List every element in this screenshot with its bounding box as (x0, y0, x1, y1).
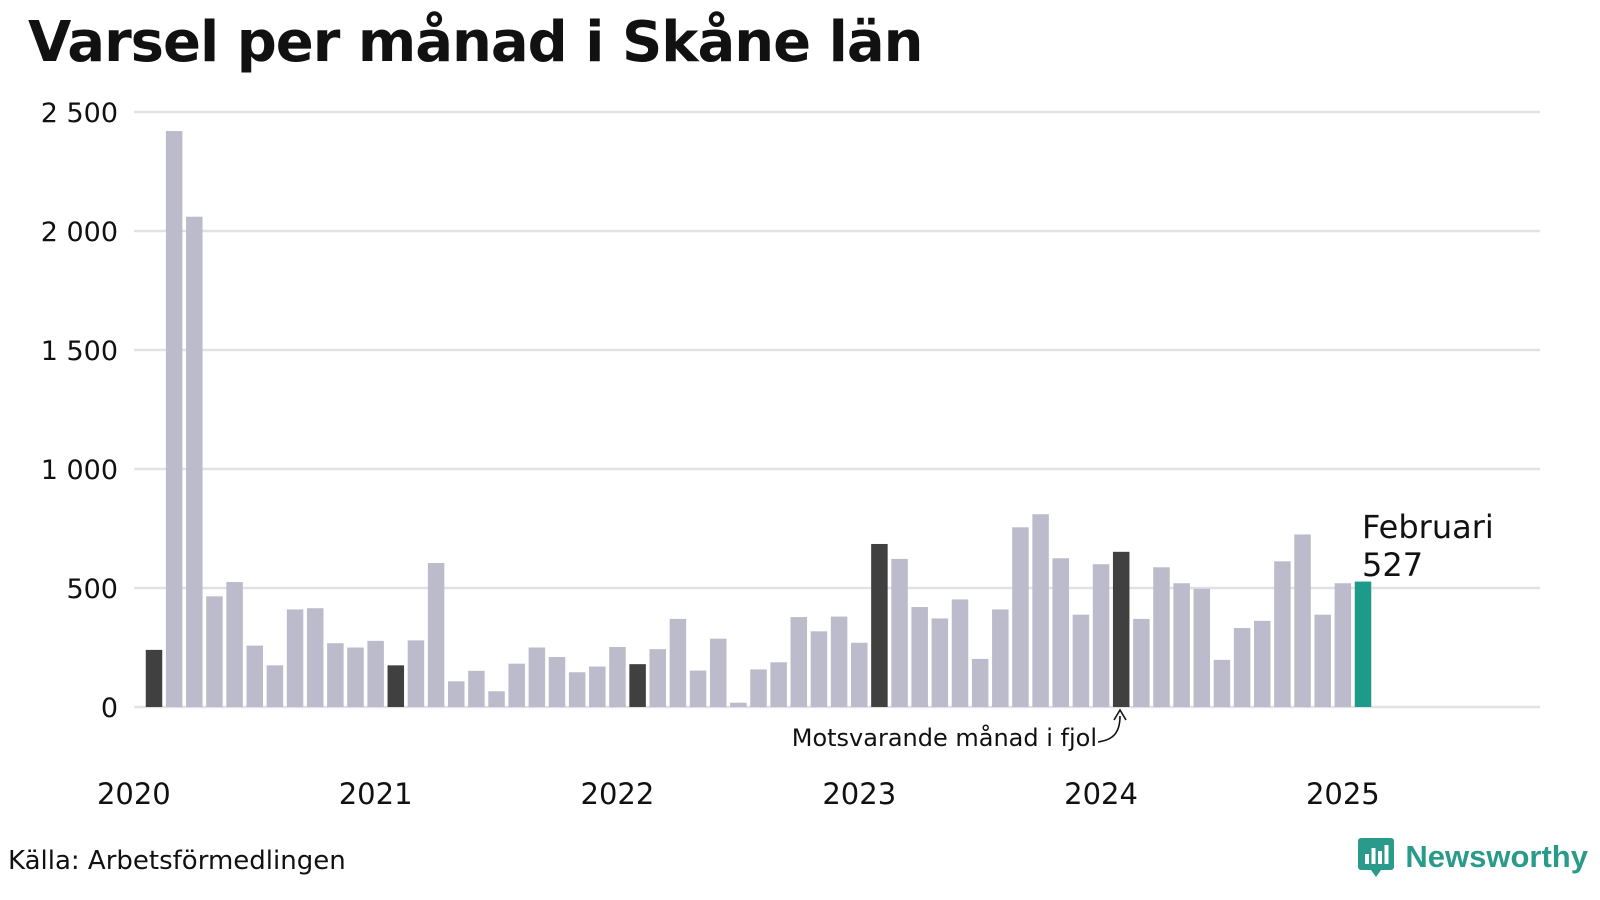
y-tick-label: 2 000 (41, 217, 118, 248)
bar-2020-07 (246, 645, 263, 707)
x-tick-label: 2022 (581, 777, 655, 811)
bar-2024-06 (1193, 588, 1211, 707)
bar-2023-10 (1032, 514, 1049, 707)
same-month-annotation-text: Motsvarande månad i fjol (792, 723, 1097, 752)
bar-2023-02 (871, 543, 888, 707)
bar-2020-09 (286, 609, 304, 707)
newsworthy-logo-icon (1358, 838, 1395, 877)
bar-2024-07 (1213, 659, 1231, 707)
bars (145, 131, 1372, 708)
bar-2023-11 (1052, 558, 1069, 707)
bar-2022-07 (730, 702, 747, 707)
bar-2021-06 (468, 670, 485, 707)
bar-2021-10 (548, 657, 566, 707)
y-tick-label: 0 (101, 693, 118, 724)
bar-2020-06 (226, 582, 243, 707)
bar-2020-10 (306, 608, 324, 707)
bar-2025-02 (1354, 581, 1372, 707)
bar-2023-07 (971, 658, 989, 707)
annotation-arrow (1097, 715, 1121, 743)
bar-2023-09 (1012, 527, 1029, 707)
source-note: Källa: Arbetsförmedlingen (8, 846, 346, 876)
same-month-annotation: Motsvarande månad i fjol (792, 708, 1127, 752)
x-tick-label: 2023 (822, 777, 896, 811)
bar-2021-12 (589, 666, 606, 707)
chart-title: Varsel per månad i Skåne län (28, 10, 923, 75)
bar-2023-08 (992, 609, 1009, 707)
bar-2024-04 (1153, 567, 1170, 707)
bar-2023-03 (891, 558, 908, 707)
x-axis-ticks: 2020 2021 2022 2023 2024 2025 (97, 777, 1380, 811)
latest-value-text: 527 (1362, 546, 1423, 584)
bar-2024-05 (1173, 583, 1190, 707)
bar-2024-02 (1112, 551, 1130, 707)
bar-2020-05 (206, 596, 223, 707)
annotation-arrowhead (1113, 708, 1127, 721)
bar-2021-03 (407, 640, 425, 707)
bar-2022-01 (609, 647, 626, 707)
x-tick-label: 2020 (97, 777, 171, 811)
bar-2021-02 (387, 665, 405, 707)
bar-2024-12 (1314, 614, 1331, 707)
bar-2022-12 (830, 616, 848, 707)
y-tick-label: 500 (66, 574, 118, 605)
bar-2020-04 (186, 216, 203, 707)
y-tick-label: 1 500 (41, 336, 118, 367)
latest-value-label: Februari 527 (1362, 508, 1494, 584)
bar-2022-02 (629, 664, 646, 707)
bar-2024-11 (1294, 534, 1311, 707)
bar-2022-03 (649, 649, 666, 707)
bar-2023-01 (851, 642, 868, 707)
bar-2024-09 (1254, 620, 1271, 707)
bar-2023-12 (1072, 614, 1090, 707)
bar-2020-12 (347, 647, 364, 707)
x-tick-label: 2021 (339, 777, 413, 811)
y-axis-ticks: 0 500 1 000 1 500 2 000 2 500 (41, 98, 118, 724)
bar-2021-04 (427, 563, 445, 707)
bar-2021-11 (568, 672, 586, 707)
bar-2024-03 (1133, 618, 1150, 707)
bar-2022-09 (770, 662, 787, 707)
bar-2024-01 (1092, 564, 1110, 707)
brand-name: Newsworthy (1405, 839, 1588, 874)
brand-logo[interactable]: Newsworthy (1357, 836, 1588, 878)
bar-2021-07 (488, 691, 505, 707)
bar-2021-05 (448, 681, 465, 707)
y-tick-label: 2 500 (41, 98, 118, 129)
bar-2024-08 (1233, 627, 1251, 707)
bar-2020-02 (145, 649, 163, 707)
latest-month-label: Februari (1362, 508, 1494, 546)
bar-2023-05 (931, 618, 949, 707)
bar-2022-11 (810, 631, 828, 707)
bar-2024-10 (1274, 561, 1291, 707)
x-tick-label: 2025 (1306, 777, 1380, 811)
bar-2021-09 (528, 647, 546, 707)
bar-2022-06 (709, 638, 727, 707)
bar-2022-10 (790, 617, 808, 707)
bar-2023-06 (951, 599, 969, 707)
bar-2022-04 (669, 618, 687, 707)
x-tick-label: 2024 (1064, 777, 1138, 811)
bar-2022-05 (689, 670, 707, 707)
bar-2022-08 (750, 669, 767, 707)
bar-2023-04 (911, 607, 928, 707)
bar-2020-08 (266, 665, 284, 707)
y-tick-label: 1 000 (41, 455, 118, 486)
bar-2020-03 (165, 131, 183, 708)
bar-2021-01 (367, 640, 384, 707)
bar-2025-01 (1334, 583, 1352, 707)
bar-2021-08 (508, 663, 525, 707)
bar-2020-11 (327, 643, 344, 707)
